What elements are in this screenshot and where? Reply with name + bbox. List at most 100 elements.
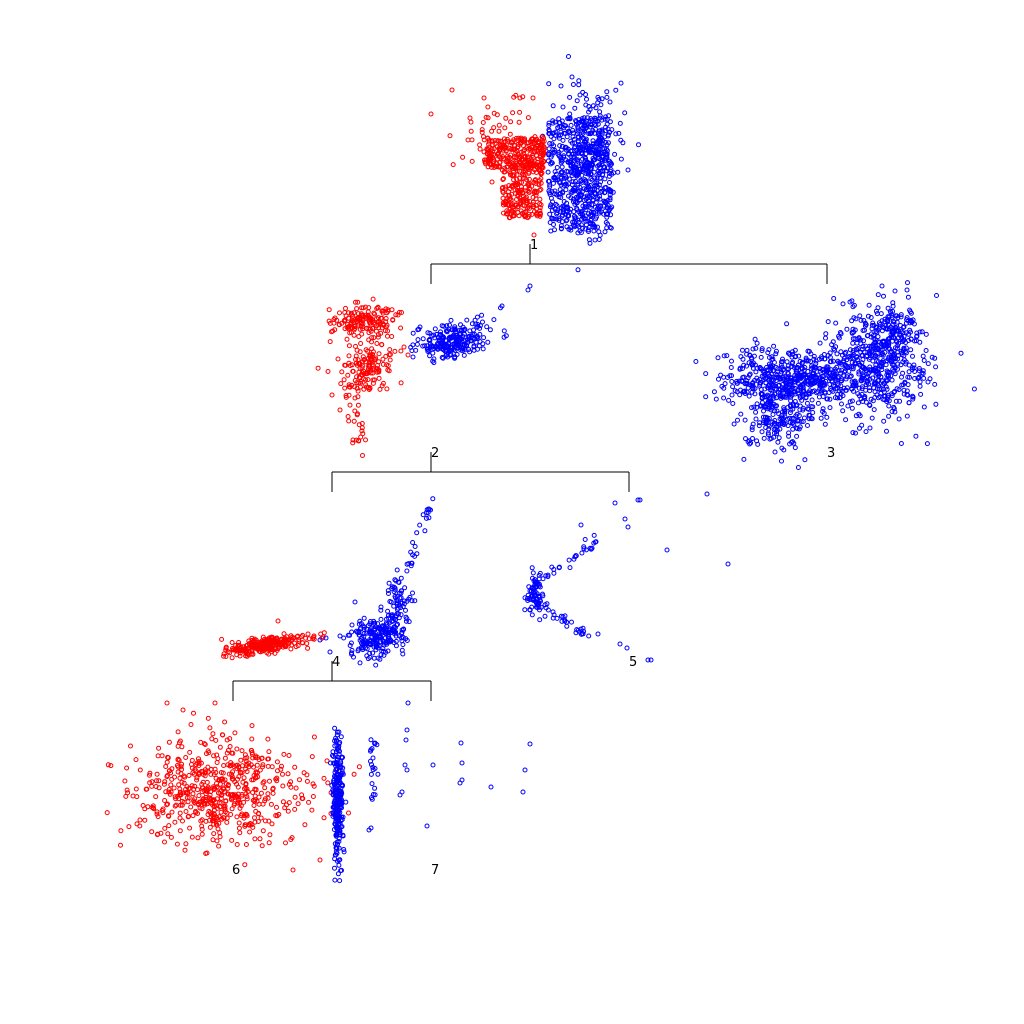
scatter-panel-node-3 [693,280,977,470]
data-point-red [501,136,507,142]
data-point-red [183,809,189,814]
data-point-red [133,786,139,792]
data-point-red [254,762,260,768]
data-point-blue [728,365,734,370]
data-point-red [477,146,483,152]
data-point-blue [725,561,731,567]
data-point-red [274,804,279,810]
data-point-red [365,309,371,315]
data-point-red [321,630,327,636]
data-point-blue [585,203,591,209]
data-point-blue [824,414,830,420]
data-point-blue [332,865,337,871]
data-point-red [398,348,404,354]
data-point-blue [612,500,618,506]
data-point-red [348,329,354,335]
data-point-red [207,725,213,731]
data-point-red [217,830,223,836]
data-point-red [199,831,205,837]
data-point-blue [560,104,566,110]
data-point-red [337,407,343,413]
data-point-red [191,710,196,716]
data-point-red [262,785,268,791]
data-point-red [355,323,361,329]
data-point-red [536,162,542,168]
data-point-red [236,825,242,831]
data-point-blue [569,74,575,80]
data-point-red [229,640,235,645]
data-point-blue [872,389,878,395]
data-point-red [398,325,404,331]
data-point-blue [844,326,850,332]
data-point-blue [579,118,585,124]
data-point-red [315,365,321,371]
data-point-red [243,842,249,847]
data-point-red [207,824,213,830]
data-point-blue [820,406,826,412]
data-point-blue [843,417,849,423]
data-point-blue [607,188,613,194]
data-point-blue [591,169,597,175]
data-point-red [529,211,535,217]
data-point-blue [448,317,454,323]
data-point-red [507,169,513,175]
data-point-red [162,798,168,803]
data-point-red [365,366,371,372]
data-point-red [258,815,264,821]
data-point-blue [925,361,931,367]
data-point-red [373,328,379,334]
data-point-blue [582,123,588,129]
data-point-blue [368,737,374,743]
data-point-red [491,110,497,116]
data-point-blue [831,296,837,301]
data-point-blue [878,311,884,317]
data-point-blue [850,340,856,346]
data-point-red [387,357,393,363]
data-point-blue [592,149,598,155]
data-point-red [229,837,235,843]
data-point-blue [551,136,557,142]
data-point-blue [578,178,584,184]
data-point-blue [453,337,459,343]
data-point-blue [607,224,613,230]
data-point-red [483,159,489,165]
data-point-red [275,618,281,624]
data-point-red [352,395,358,401]
data-point-blue [431,332,437,338]
data-point-red [355,299,361,305]
data-point-blue [805,423,810,428]
data-point-blue [457,780,463,786]
data-point-blue [410,342,416,348]
data-point-red [379,325,385,331]
data-point-blue [608,167,614,173]
data-point-blue [802,457,808,463]
data-point-blue [693,359,699,364]
data-point-blue [566,226,572,232]
data-point-blue [551,149,557,155]
data-point-blue [836,368,842,374]
data-point-blue [834,351,840,357]
data-point-red [538,171,544,177]
data-point-red [511,94,517,100]
data-point-blue [721,395,727,401]
data-point-blue [480,319,485,325]
data-point-red [145,804,151,810]
data-point-blue [794,433,800,439]
data-point-blue [549,189,555,195]
data-point-red [347,402,353,408]
data-point-red [372,357,378,362]
data-point-blue [595,100,601,106]
data-point-blue [568,138,574,144]
data-point-blue [795,465,801,470]
data-point-blue [420,336,426,342]
data-point-blue [857,313,863,319]
data-point-blue [572,201,578,207]
data-point-red [124,765,130,771]
data-point-red [364,371,370,376]
data-point-blue [735,417,740,423]
data-point-red [363,382,369,388]
data-point-blue [622,516,628,522]
data-point-blue [932,381,938,387]
data-point-red [515,144,521,150]
